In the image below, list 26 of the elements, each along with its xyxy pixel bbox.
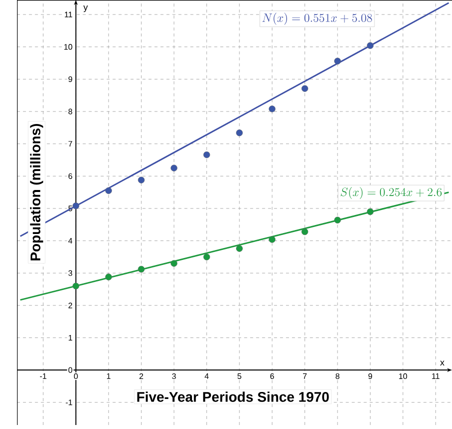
point [72,282,80,290]
point [72,202,80,210]
series-label: $N(x) = 0.551x + 5.08$ [262,12,372,25]
point [334,216,341,224]
point [236,245,243,252]
point [138,176,145,184]
annotation: y [83,6,88,12]
point [203,151,210,158]
annotation: x [440,360,444,366]
x-axis-title: Five-Year Periods Since 1970 [137,392,329,402]
point [366,42,374,49]
point [301,228,308,236]
point [268,106,276,112]
point [268,236,276,243]
point [105,187,112,194]
point [334,58,341,64]
point [170,260,178,267]
series-label: $S(x) = 0.254x + 2.6$ [340,187,442,200]
point [366,208,374,216]
point [170,164,178,172]
point [301,85,308,92]
y-axis-title: Population (millions) [30,124,44,260]
point [138,266,145,273]
point [203,254,210,260]
point [105,274,112,280]
point [236,129,243,136]
